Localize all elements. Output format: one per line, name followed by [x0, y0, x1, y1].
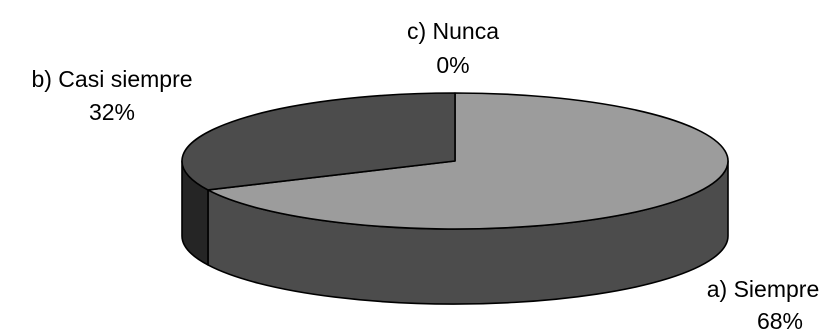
slice-labels: a) Siempre 68% b) Casi siempre 32% c) Nu…: [31, 18, 819, 331]
pie-slices: [181, 92, 729, 230]
label-nunca-value: 0%: [436, 52, 469, 78]
slice-casi-siempre: [181, 92, 456, 191]
label-casi-siempre-value: 32%: [89, 99, 135, 125]
label-nunca-name: c) Nunca: [407, 18, 499, 44]
slice-siempre: [207, 92, 729, 230]
label-casi-siempre-name: b) Casi siempre: [31, 66, 192, 92]
label-siempre-value: 68%: [757, 308, 803, 331]
label-siempre-name: a) Siempre: [707, 276, 819, 302]
